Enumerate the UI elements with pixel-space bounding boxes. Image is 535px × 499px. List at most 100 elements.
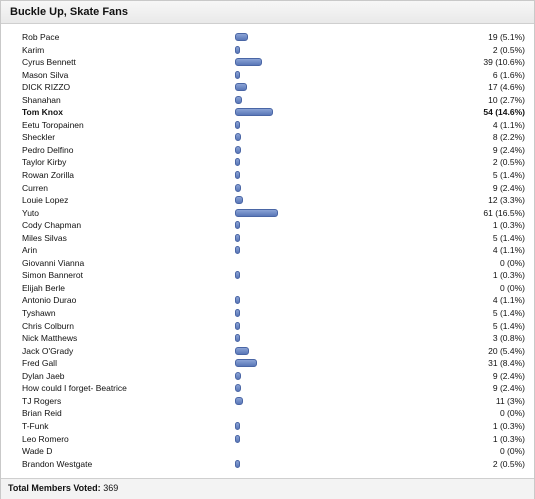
vote-count: 0 (0%) xyxy=(499,408,525,419)
option-name: Jack O'Grady xyxy=(22,345,74,356)
vote-bar xyxy=(235,33,248,41)
vote-bar xyxy=(235,70,240,79)
vote-count: 2 (0.5%) xyxy=(492,157,525,168)
option-name: Curren xyxy=(22,182,48,193)
vote-bar xyxy=(235,434,240,443)
vote-count: 17 (4.6%) xyxy=(488,82,525,93)
vote-bar xyxy=(235,133,241,142)
vote-count: 12 (3.3%) xyxy=(488,195,525,206)
option-name: Nick Matthews xyxy=(22,333,78,344)
vote-count: 6 (1.6%) xyxy=(492,69,525,80)
option-name: Eetu Toropainen xyxy=(22,119,84,130)
vote-count: 5 (1.4%) xyxy=(492,232,525,243)
vote-bar xyxy=(235,208,278,217)
poll-results-list: Rob Pace 19 (5.1%) Karim 2 (0.5%) Cyrus Benn… xyxy=(1,31,534,470)
vote-bar xyxy=(235,183,241,192)
vote-bar xyxy=(235,334,240,343)
option-name: Rowan Zorilla xyxy=(22,170,74,181)
vote-count: 1 (0.3%) xyxy=(492,420,525,431)
vote-count: 10 (2.7%) xyxy=(488,94,525,105)
vote-bar xyxy=(235,359,257,368)
option-name: Louie Lopez xyxy=(22,195,69,206)
poll-option-row: Nick Matthews 3 (0.8%) xyxy=(1,332,534,345)
option-name: Leo Romero xyxy=(22,433,69,444)
vote-count: 1 (0.3%) xyxy=(492,433,525,444)
vote-count: 4 (1.1%) xyxy=(492,119,525,130)
poll-option-row: Jack O'Grady 20 (5.4%) xyxy=(1,345,534,358)
vote-bar xyxy=(235,196,243,205)
option-name: How could I forget- Beatrice xyxy=(22,383,127,394)
poll-option-row: Elijah Berle 0 (0%) xyxy=(1,282,534,295)
poll-option-row: Sheckler 8 (2.2%) xyxy=(1,131,534,144)
option-name: Elijah Berle xyxy=(22,282,65,293)
vote-bar xyxy=(235,271,240,280)
option-name: Antonio Durao xyxy=(22,295,77,306)
vote-bar xyxy=(235,346,249,355)
poll-footer: Total Members Voted: 369 xyxy=(1,478,534,499)
poll-option-row: Louie Lopez 12 (3.3%) xyxy=(1,194,534,207)
vote-count: 19 (5.1%) xyxy=(488,32,525,42)
vote-count: 20 (5.4%) xyxy=(488,345,525,356)
option-name: Tyshawn xyxy=(22,308,56,319)
vote-bar xyxy=(235,108,273,117)
option-name: Fred Gall xyxy=(22,358,57,369)
poll-option-row: Fred Gall 31 (8.4%) xyxy=(1,357,534,370)
vote-bar xyxy=(235,83,247,92)
vote-count: 9 (2.4%) xyxy=(492,383,525,394)
vote-count: 8 (2.2%) xyxy=(492,132,525,143)
poll-option-row: Arin 4 (1.1%) xyxy=(1,244,534,257)
option-name: Shanahan xyxy=(22,94,61,105)
poll-option-row: Wade D 0 (0%) xyxy=(1,445,534,458)
vote-bar xyxy=(235,145,241,154)
vote-count: 0 (0%) xyxy=(499,446,525,457)
vote-count: 5 (1.4%) xyxy=(492,308,525,319)
poll-option-row: Shanahan 10 (2.7%) xyxy=(1,94,534,107)
total-votes-line: Total Members Voted: 369 xyxy=(8,483,118,493)
poll-option-row: Eetu Toropainen 4 (1.1%) xyxy=(1,119,534,132)
poll-option-row: Antonio Durao 4 (1.1%) xyxy=(1,294,534,307)
option-name: Rob Pace xyxy=(22,32,60,42)
option-name: Brian Reid xyxy=(22,408,62,419)
poll-option-row: Leo Romero 1 (0.3%) xyxy=(1,433,534,446)
vote-bar xyxy=(235,309,240,318)
option-name: Giovanni Vianna xyxy=(22,257,85,268)
poll-option-row: Tyshawn 5 (1.4%) xyxy=(1,307,534,320)
vote-count: 9 (2.4%) xyxy=(492,144,525,155)
option-name: Brandon Westgate xyxy=(22,458,93,469)
vote-bar xyxy=(235,371,241,380)
vote-bar xyxy=(235,58,262,67)
vote-bar xyxy=(235,421,240,430)
poll-option-row: Rowan Zorilla 5 (1.4%) xyxy=(1,169,534,182)
vote-count: 9 (2.4%) xyxy=(492,370,525,381)
poll-option-row: Miles Silvas 5 (1.4%) xyxy=(1,232,534,245)
poll-option-row: Giovanni Vianna 0 (0%) xyxy=(1,257,534,270)
vote-count: 5 (1.4%) xyxy=(492,320,525,331)
poll-option-row: Chris Colburn 5 (1.4%) xyxy=(1,320,534,333)
vote-bar xyxy=(235,384,241,393)
option-name: Sheckler xyxy=(22,132,56,143)
vote-count: 5 (1.4%) xyxy=(492,170,525,181)
option-name: Arin xyxy=(22,245,38,256)
option-name: Pedro Delfino xyxy=(22,144,74,155)
poll-title: Buckle Up, Skate Fans xyxy=(1,1,534,24)
vote-bar xyxy=(235,233,240,242)
vote-bar xyxy=(235,45,240,54)
vote-bar xyxy=(235,120,240,129)
vote-count: 39 (10.6%) xyxy=(483,57,525,68)
option-name: Dylan Jaeb xyxy=(22,370,65,381)
vote-bar xyxy=(235,221,240,230)
vote-count: 54 (14.6%) xyxy=(483,107,525,118)
option-name: Wade D xyxy=(22,446,53,457)
poll-option-row: Simon Bannerot 1 (0.3%) xyxy=(1,269,534,282)
option-name: Miles Silvas xyxy=(22,232,67,243)
vote-bar xyxy=(235,459,240,468)
poll-option-row: Dylan Jaeb 9 (2.4%) xyxy=(1,370,534,383)
poll-option-row: How could I forget- Beatrice 9 (2.4%) xyxy=(1,382,534,395)
vote-bar xyxy=(235,158,240,167)
poll-option-row: Brian Reid 0 (0%) xyxy=(1,407,534,420)
vote-bar xyxy=(235,321,240,330)
option-name: Yuto xyxy=(22,207,40,218)
vote-count: 2 (0.5%) xyxy=(492,458,525,469)
option-name: DICK RIZZO xyxy=(22,82,71,93)
option-name: Cody Chapman xyxy=(22,220,82,231)
